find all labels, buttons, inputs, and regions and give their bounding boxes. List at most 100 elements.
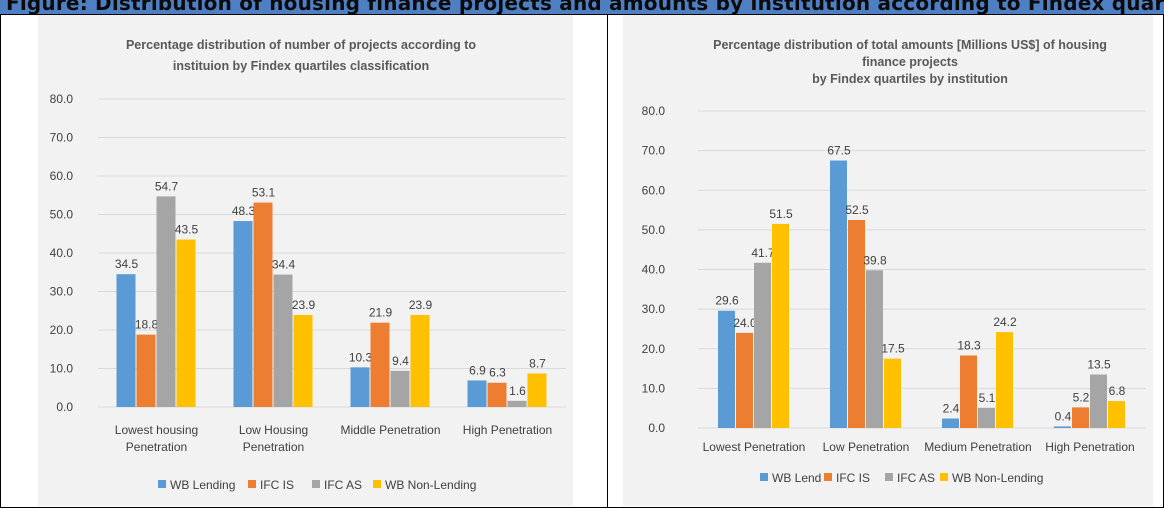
data-label: 54.7 [155, 179, 179, 193]
y-tick-label: 0.0 [56, 400, 73, 414]
chart-title-line: Percentage distribution of total amounts… [713, 38, 1107, 52]
bar [978, 407, 995, 428]
category-label: Lowest housing [115, 423, 198, 437]
bar [350, 367, 370, 407]
y-tick-label: 80.0 [50, 92, 74, 106]
bar [293, 314, 313, 407]
data-label: 1.6 [509, 384, 526, 398]
bar [1054, 426, 1071, 428]
data-label: 18.8 [135, 318, 159, 332]
legend-swatch [940, 473, 948, 481]
chart-title-line: Percentage distribution of number of pro… [126, 38, 476, 52]
bar [410, 314, 430, 407]
data-label: 52.5 [845, 203, 869, 217]
legend-swatch [248, 480, 256, 488]
category-label: Penetration [243, 440, 304, 454]
figure-caption: Figure: Distribution of housing finance … [6, 0, 1164, 14]
data-label: 67.5 [827, 144, 851, 158]
y-tick-label: 60.0 [642, 183, 666, 197]
data-label: 5.2 [1073, 390, 1090, 404]
data-label: 6.3 [489, 366, 506, 380]
bar [884, 358, 901, 428]
y-tick-label: 30.0 [50, 285, 74, 299]
data-label: 2.4 [943, 401, 960, 415]
chart-amounts-svg: Percentage distribution of total amounts… [623, 15, 1153, 506]
data-label: 23.9 [292, 298, 316, 312]
category-label: High Penetration [1045, 440, 1134, 454]
legend-label: IFC AS [324, 478, 362, 492]
data-label: 24.2 [993, 315, 1017, 329]
y-tick-label: 20.0 [50, 323, 74, 337]
legend-swatch [373, 480, 381, 488]
bar [273, 274, 293, 407]
y-tick-label: 40.0 [50, 246, 74, 260]
bar [370, 322, 390, 407]
data-label: 18.3 [957, 338, 981, 352]
bar [233, 221, 253, 407]
bar [527, 373, 547, 407]
legend-label: WB Lend [772, 471, 821, 485]
y-tick-label: 50.0 [642, 223, 666, 237]
figure-caption-band: Figure: Distribution of housing finance … [0, 0, 1164, 14]
bar [136, 334, 156, 407]
legend-swatch [312, 480, 320, 488]
bar [754, 262, 771, 428]
legend-label: WB Lending [170, 478, 235, 492]
bar [830, 160, 847, 428]
category-label: High Penetration [463, 423, 552, 437]
data-label: 9.4 [392, 354, 409, 368]
bar [848, 219, 865, 428]
data-label: 53.1 [252, 186, 276, 200]
category-label: Lowest Penetration [703, 440, 806, 454]
chart-title-line: instituion by Findex quartiles classific… [173, 59, 429, 73]
data-label: 23.9 [409, 298, 433, 312]
data-label: 8.7 [529, 357, 546, 371]
bar [996, 332, 1013, 428]
legend-label: IFC AS [897, 471, 935, 485]
data-label: 48.3 [232, 204, 256, 218]
legend-label: IFC IS [836, 471, 870, 485]
bar [942, 418, 959, 428]
data-label: 5.1 [979, 391, 996, 405]
bar [1090, 374, 1107, 428]
legend-swatch [885, 473, 893, 481]
chart-card-background [38, 15, 573, 506]
category-label: Penetration [126, 440, 187, 454]
y-tick-label: 50.0 [50, 208, 74, 222]
data-label: 6.9 [469, 363, 486, 377]
y-tick-label: 80.0 [642, 104, 666, 118]
bar [156, 196, 176, 407]
data-label: 29.6 [715, 294, 739, 308]
data-label: 10.3 [349, 350, 373, 364]
y-tick-label: 40.0 [642, 263, 666, 277]
bar [507, 400, 527, 407]
bar [736, 332, 753, 428]
chart-title-line: finance projects [862, 55, 958, 69]
bar [1072, 407, 1089, 428]
y-tick-label: 70.0 [50, 131, 74, 145]
legend-label: IFC IS [260, 478, 294, 492]
bar [176, 239, 196, 407]
data-label: 43.5 [175, 223, 199, 237]
legend-label: WB Non-Lending [385, 478, 476, 492]
legend-swatch [824, 473, 832, 481]
legend-label: WB Non-Lending [952, 471, 1043, 485]
data-label: 34.5 [115, 257, 139, 271]
y-tick-label: 70.0 [642, 144, 666, 158]
y-tick-label: 20.0 [642, 342, 666, 356]
category-label: Medium Penetration [924, 440, 1031, 454]
y-tick-label: 10.0 [642, 381, 666, 395]
category-label: Middle Penetration [340, 423, 440, 437]
data-label: 0.4 [1055, 409, 1072, 423]
chart-panel-projects: Percentage distribution of number of pro… [0, 14, 608, 508]
bar [866, 270, 883, 428]
y-tick-label: 10.0 [50, 362, 74, 376]
bar [487, 382, 507, 407]
legend-swatch [158, 480, 166, 488]
chart-title-line: by Findex quartiles by institution [812, 72, 1008, 86]
y-tick-label: 30.0 [642, 302, 666, 316]
bar [116, 274, 136, 407]
data-label: 17.5 [881, 342, 905, 356]
chart-panel-amounts: Percentage distribution of total amounts… [607, 14, 1164, 508]
bar [718, 310, 735, 428]
